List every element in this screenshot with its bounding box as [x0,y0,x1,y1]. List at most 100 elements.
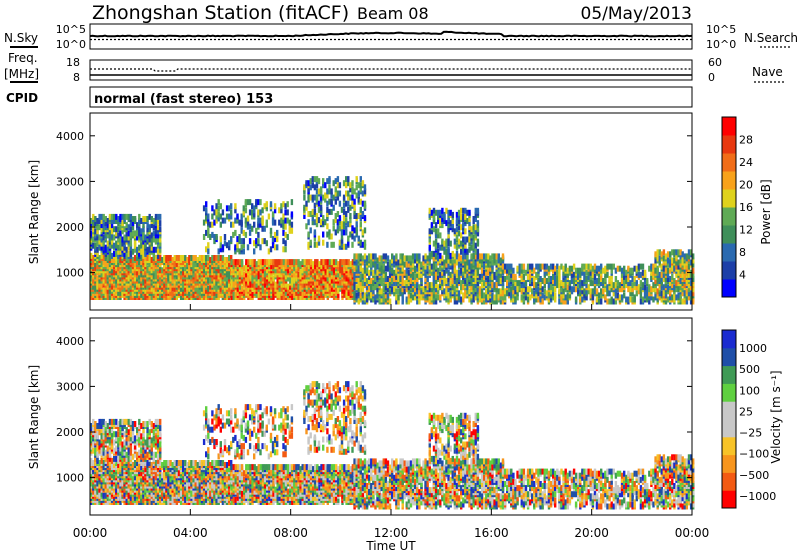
power-cell [560,263,563,270]
power-cell [236,236,239,243]
power-cell [443,248,446,255]
power-cell [334,229,337,236]
power-cell [495,269,498,276]
power-cell [420,294,423,301]
power-cell [332,180,335,187]
power-cell [468,263,471,270]
power-cell [106,240,110,247]
power-cell [501,263,505,270]
power-cell [485,296,488,303]
power-cell [445,207,448,214]
power-cell [96,234,99,241]
power-cell [353,265,356,272]
power-cell [236,285,240,292]
power-cell [225,213,229,220]
power-cell [236,269,240,276]
power-cell [510,286,513,293]
power-cell [386,292,390,299]
power-cell [460,288,463,295]
power-cell [591,271,595,278]
power-cell [313,194,317,201]
power-cell [334,217,337,224]
power-cell [633,284,636,291]
power-cell [466,248,469,255]
power-cell [595,278,599,284]
power-cell [554,292,557,299]
power-cell [217,215,220,222]
power-cell [541,278,544,284]
power-cell [501,276,505,282]
power-cell [470,253,473,260]
power-cell [631,276,634,282]
power-cell [94,216,97,222]
power-cell [466,259,469,266]
power-cell [430,294,434,301]
power-cell [376,269,379,276]
power-cell [257,273,260,280]
power-cell [322,178,325,185]
power-cell [309,287,313,294]
power-cell [491,292,494,299]
power-cell [577,282,580,289]
power-cell [455,259,459,266]
power-cell [407,261,411,268]
power-cell [388,280,392,287]
power-cell [121,261,124,268]
power-cell [219,221,222,228]
power-cell [422,265,425,272]
power-cell [472,216,475,222]
power-cell [351,241,354,248]
power-cell [253,205,256,212]
power-cell [434,209,438,216]
power-cell [150,216,153,222]
power-cell [345,275,348,282]
power-cell [612,298,615,305]
power-cell [194,285,197,292]
power-cell [535,292,538,299]
power-cell [562,292,565,299]
power-cell [650,286,653,293]
power-cell [96,240,99,247]
power-cell [480,288,484,295]
power-cell [434,273,438,280]
power-cell [98,218,101,224]
power-cell [177,255,181,261]
power-cell [261,275,265,282]
power-cell [113,213,116,220]
power-cell [600,263,603,270]
power-cell [194,275,197,282]
power-cell [447,246,450,253]
power-cell [106,246,110,253]
power-cell [243,265,246,272]
power-cell [430,269,434,276]
power-cell [460,248,463,255]
power-cell [460,207,463,214]
power-cell [577,267,580,274]
power-cell [144,248,147,255]
power-cell [637,288,641,295]
power-cell [202,234,206,240]
power-cell [136,255,139,261]
power-cell [602,267,605,274]
power-cell [359,182,362,189]
power-cell [269,201,273,208]
power-cell [675,263,678,270]
power-cell [625,282,628,289]
power-cell [656,249,659,256]
power-cell [556,263,559,270]
power-cell [432,288,436,295]
power-cell [579,267,582,274]
power-cell [608,276,611,282]
power-cell [286,259,290,266]
power-cell [238,248,241,255]
power-cell [522,263,526,270]
power-cell [447,269,450,276]
power-cell [472,259,475,266]
power-cell [414,290,417,297]
power-cell [322,239,325,246]
power-cell [347,190,350,197]
power-cell [382,267,385,274]
power-cell [464,259,467,266]
power-cell [324,196,327,203]
power-cell [319,194,323,201]
